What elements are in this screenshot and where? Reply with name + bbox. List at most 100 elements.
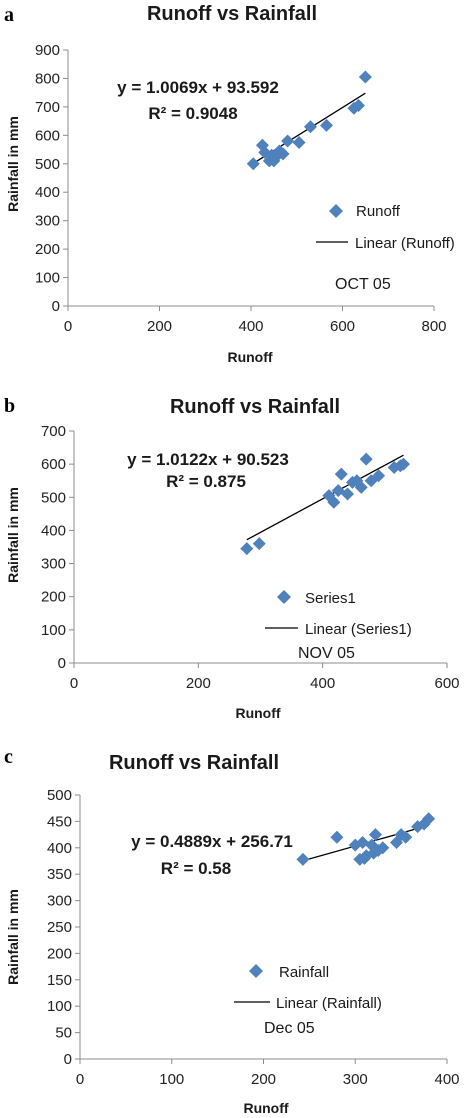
y-tick-label: 300: [41, 556, 66, 573]
y-tick-label: 600: [41, 456, 66, 473]
chart-panel-a: a Runoff vs Rainfall Rainfall in mm Runo…: [4, 3, 455, 365]
data-point: [303, 120, 317, 134]
x-tick-label: 0: [70, 675, 78, 692]
data-point: [376, 841, 390, 855]
data-point: [372, 469, 386, 483]
plot-area-a: 0 100 200 300 400 500 600 700 800 900 0 200 400 600 80…: [35, 42, 447, 335]
x-tick-label: 400: [238, 318, 263, 335]
y-tick-label: 100: [41, 622, 66, 639]
x-tick-label: 100: [159, 1071, 184, 1088]
x-tick-label: 800: [421, 318, 446, 335]
data-point: [292, 135, 306, 149]
data-point: [240, 542, 254, 556]
data-point: [341, 487, 355, 501]
y-tick-label: 700: [41, 423, 66, 440]
data-point: [396, 457, 410, 471]
trend-equation-a: y = 1.0069x + 93.592: [117, 78, 279, 97]
legend-series-label-b: Series1: [305, 590, 356, 607]
data-point: [252, 537, 266, 551]
legend-series-label-a: Runoff: [356, 203, 401, 220]
x-tick-label: 400: [310, 675, 335, 692]
trend-equation-c: y = 0.4889x + 256.71: [131, 832, 293, 851]
data-point: [354, 480, 368, 494]
y-tick-label: 100: [47, 998, 72, 1015]
month-label-b: NOV 05: [298, 645, 355, 662]
panel-letter-a: a: [4, 4, 14, 26]
x-tick-label: 400: [434, 1071, 459, 1088]
y-tick-label: 0: [58, 655, 66, 672]
legend-marker-a: [329, 204, 343, 218]
y-tick-label: 450: [47, 813, 72, 830]
data-point: [330, 830, 344, 844]
month-label-a: OCT 05: [335, 276, 391, 293]
y-axis-label-a: Rainfall in mm: [5, 116, 21, 212]
x-axis-label-b: Runoff: [235, 705, 280, 721]
x-tick-label: 200: [251, 1071, 276, 1088]
month-label-c: Dec 05: [264, 1020, 315, 1037]
data-point: [352, 98, 366, 112]
r-squared-b: R² = 0.875: [166, 472, 246, 491]
data-point: [356, 836, 370, 850]
y-tick-label: 50: [55, 1025, 72, 1042]
x-axis-label-a: Runoff: [227, 349, 272, 365]
y-tick-label: 200: [35, 241, 60, 258]
y-tick-label: 400: [41, 522, 66, 539]
data-point: [327, 495, 341, 509]
y-tick-label: 400: [47, 840, 72, 857]
data-point: [296, 852, 310, 866]
y-tick-label: 150: [47, 972, 72, 989]
y-tick-label: 300: [47, 893, 72, 910]
data-point: [281, 134, 295, 148]
x-tick-label: 300: [343, 1071, 368, 1088]
data-point: [358, 70, 372, 84]
y-tick-label: 300: [35, 213, 60, 230]
data-point: [368, 828, 382, 842]
panel-letter-c: c: [4, 746, 13, 768]
y-tick-label: 350: [47, 866, 72, 883]
data-point: [276, 147, 290, 161]
chart-title-a: Runoff vs Rainfall: [147, 3, 317, 25]
y-tick-label: 250: [47, 919, 72, 936]
legend-series-label-c: Rainfall: [279, 964, 329, 981]
x-tick-label: 0: [76, 1071, 84, 1088]
r-squared-a: R² = 0.9048: [148, 104, 237, 123]
trend-equation-b: y = 1.0122x + 90.523: [127, 450, 289, 469]
y-tick-label: 500: [47, 787, 72, 804]
legend-trendline-label-c: Linear (Rainfall): [276, 995, 382, 1012]
y-tick-label: 0: [64, 1051, 72, 1068]
chart-title-b: Runoff vs Rainfall: [170, 396, 340, 418]
y-tick-label: 500: [41, 489, 66, 506]
y-axis-label-b: Rainfall in mm: [5, 487, 21, 583]
y-tick-label: 500: [35, 156, 60, 173]
y-tick-label: 200: [41, 589, 66, 606]
chart-panel-c: c Runoff vs Rainfall Rainfall in mm Runo…: [4, 746, 460, 1116]
x-tick-label: 0: [64, 318, 72, 335]
y-tick-label: 200: [47, 945, 72, 962]
data-point: [359, 452, 373, 466]
r-squared-c: R² = 0.58: [161, 859, 231, 878]
x-axis-label-c: Runoff: [243, 1100, 288, 1116]
data-point: [399, 830, 413, 844]
legend-trendline-label-a: Linear (Runoff): [355, 235, 455, 252]
y-tick-label: 100: [35, 270, 60, 287]
data-point: [319, 118, 333, 132]
y-axis-label-c: Rainfall in mm: [5, 889, 21, 985]
legend-marker-b: [277, 590, 291, 604]
y-tick-label: 0: [52, 298, 60, 315]
panel-letter-b: b: [4, 395, 15, 417]
y-tick-label: 600: [35, 127, 60, 144]
data-point: [422, 812, 436, 826]
plot-area-b: 0 100 200 300 400 500 600 700 0 200 400 600: [41, 423, 460, 692]
legend-marker-c: [249, 964, 263, 978]
data-point: [334, 467, 348, 481]
x-tick-label: 200: [186, 675, 211, 692]
y-tick-label: 400: [35, 184, 60, 201]
y-tick-label: 700: [35, 99, 60, 116]
chart-panel-b: b Runoff vs Rainfall Rainfall in mm Runo…: [4, 395, 460, 721]
x-tick-label: 600: [434, 675, 459, 692]
x-tick-label: 600: [330, 318, 355, 335]
y-tick-label: 800: [35, 70, 60, 87]
y-tick-label: 900: [35, 42, 60, 59]
legend-trendline-label-b: Linear (Series1): [305, 621, 412, 638]
